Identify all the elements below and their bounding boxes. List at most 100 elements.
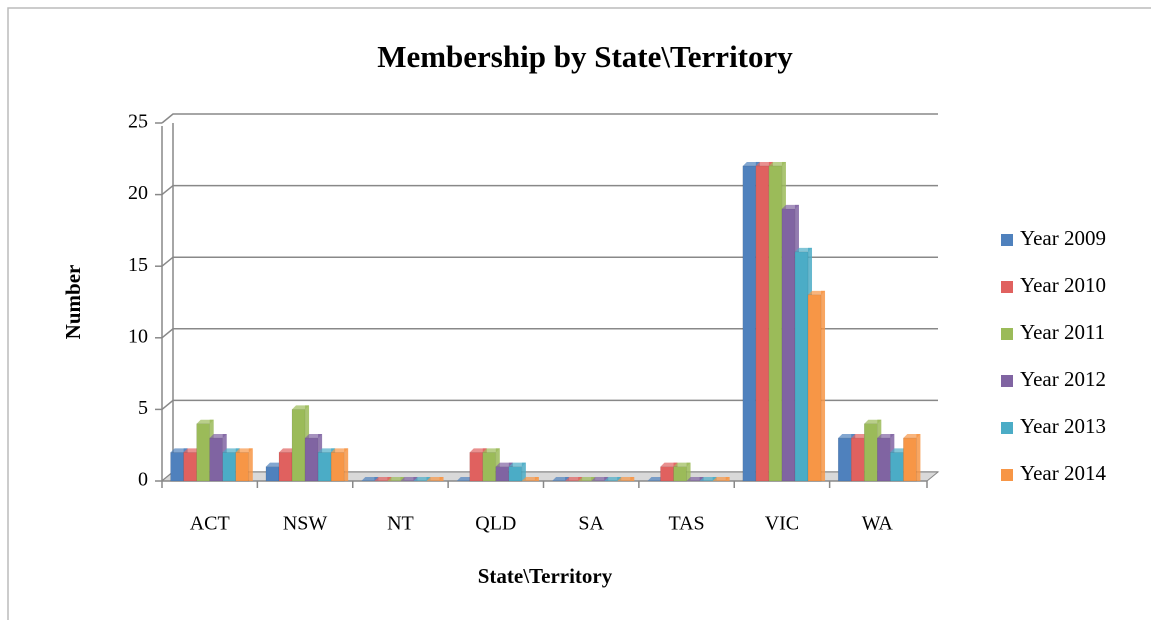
bar-top	[508, 462, 526, 467]
bar-top	[318, 448, 336, 453]
chart-border	[7, 7, 1151, 620]
bar-top	[495, 462, 513, 467]
bar-top	[469, 448, 487, 453]
y-tick-label: 5	[138, 397, 148, 419]
bar-top	[890, 448, 908, 453]
bar-side	[725, 477, 730, 481]
bar-top	[647, 477, 665, 481]
bar-top	[235, 448, 253, 453]
bar-side	[916, 434, 921, 481]
bar-top	[292, 405, 310, 410]
bar-top	[712, 477, 730, 481]
grid-line	[161, 328, 938, 339]
bar	[265, 466, 280, 482]
bar-top	[209, 434, 227, 439]
bar	[469, 452, 484, 482]
bar-top	[673, 462, 691, 467]
x-tick-label: ACT	[190, 513, 230, 535]
bar-top	[265, 462, 283, 467]
bar-top	[755, 161, 773, 166]
bar-top	[374, 477, 392, 481]
bar-top	[781, 204, 799, 209]
bar-top	[864, 419, 882, 424]
bar	[508, 466, 523, 482]
chart-title: Membership by State\Territory	[377, 39, 793, 74]
bar	[235, 452, 250, 482]
bar-top	[660, 462, 678, 467]
bar	[196, 423, 210, 482]
grid-line	[161, 113, 938, 124]
x-axis-label: State\Territory	[478, 564, 613, 588]
y-tick-label: 20	[128, 182, 148, 204]
bar	[222, 452, 237, 482]
grid-line	[161, 399, 938, 410]
x-tick-label: SA	[578, 513, 604, 535]
bar-top	[278, 448, 297, 453]
bar	[768, 165, 783, 482]
bar-side	[344, 448, 349, 481]
bar-top	[794, 247, 813, 252]
bar	[660, 466, 674, 482]
legend-label: Year 2014	[1020, 461, 1106, 485]
bar-top	[222, 448, 240, 453]
bar-top	[686, 477, 704, 481]
bar-top	[838, 434, 856, 439]
bar	[781, 208, 796, 482]
bar-top	[617, 477, 635, 481]
bar-top	[426, 477, 444, 481]
grid-line	[161, 184, 938, 196]
legend-swatch	[1001, 469, 1013, 481]
bar-top	[400, 477, 418, 481]
bar-side	[521, 462, 526, 481]
bar	[304, 437, 319, 482]
bar-top	[456, 477, 474, 481]
bar	[850, 437, 865, 482]
bar-top	[305, 434, 323, 439]
bar-side	[686, 462, 691, 481]
bar-top	[521, 477, 539, 481]
legend-swatch	[1001, 375, 1013, 387]
legend-swatch	[1001, 422, 1013, 434]
grid-line	[161, 256, 938, 267]
bar	[877, 437, 891, 482]
bar-top	[851, 434, 869, 439]
legend-label: Year 2011	[1020, 320, 1105, 344]
y-tick-label: 0	[138, 469, 148, 491]
legend-label: Year 2012	[1020, 367, 1106, 391]
bar	[864, 423, 878, 482]
y-tick-label: 10	[128, 325, 148, 347]
bar-top	[387, 477, 405, 481]
bar-top	[196, 419, 214, 424]
legend-label: Year 2009	[1020, 226, 1106, 250]
bar	[794, 251, 809, 482]
bar	[482, 452, 497, 482]
bar	[495, 466, 510, 482]
bar	[317, 452, 332, 482]
bar	[209, 437, 223, 482]
bar	[278, 452, 293, 482]
bar-top	[482, 448, 500, 453]
bar-top	[413, 477, 431, 481]
y-tick-label: 15	[128, 254, 148, 276]
bar	[742, 165, 757, 482]
y-axis-label: Number	[61, 265, 85, 340]
x-tick-label: WA	[862, 513, 894, 535]
bar	[183, 452, 197, 482]
bar-top	[552, 477, 570, 481]
bar-top	[565, 477, 583, 481]
legend-swatch	[1001, 328, 1013, 340]
bar-top	[768, 161, 786, 166]
bar-top	[877, 434, 895, 439]
legend-label: Year 2010	[1020, 273, 1106, 297]
bar	[291, 409, 306, 482]
bar	[170, 452, 184, 482]
bar-top	[578, 477, 596, 481]
bar-top	[699, 477, 717, 481]
bar-top	[361, 477, 379, 481]
bar-side	[439, 477, 444, 481]
bar-side	[630, 477, 635, 481]
bar-top	[903, 434, 921, 439]
bar-top	[591, 477, 609, 481]
bar-top	[331, 448, 349, 453]
